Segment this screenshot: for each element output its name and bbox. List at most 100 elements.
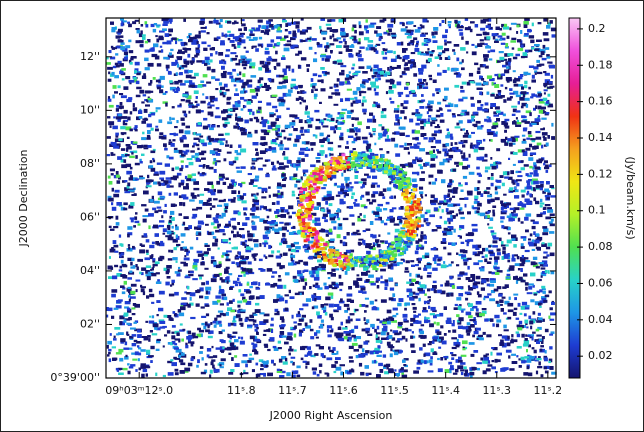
pixel: [458, 306, 462, 310]
pixel: [293, 174, 297, 177]
pixel: [472, 335, 475, 338]
pixel: [547, 62, 552, 64]
pixel: [179, 202, 183, 206]
pixel: [477, 142, 480, 145]
pixel: [536, 320, 542, 323]
pixel: [283, 151, 285, 153]
pixel: [454, 85, 459, 88]
pixel: [155, 129, 159, 132]
pixel: [545, 270, 548, 273]
pixel: [177, 64, 179, 68]
pixel: [137, 145, 142, 148]
pixel: [520, 208, 525, 210]
pixel: [550, 224, 555, 227]
pixel: [225, 210, 228, 213]
pixel: [284, 44, 286, 46]
pixel: [447, 231, 453, 235]
pixel: [244, 120, 249, 124]
pixel: [366, 243, 372, 245]
pixel: [406, 282, 410, 284]
pixel: [183, 263, 188, 266]
pixel: [302, 141, 306, 144]
pixel: [539, 181, 544, 184]
pixel: [232, 58, 238, 61]
pixel: [431, 146, 436, 148]
pixel: [185, 165, 188, 168]
pixel: [107, 341, 112, 345]
pixel: [532, 179, 538, 181]
pixel: [487, 132, 493, 135]
pixel: [509, 88, 512, 91]
pixel: [143, 219, 147, 223]
pixel: [153, 174, 159, 176]
pixel: [452, 285, 455, 289]
pixel: [290, 361, 293, 363]
pixel: [430, 154, 436, 158]
pixel: [266, 102, 271, 105]
pixel: [140, 161, 143, 164]
pixel: [417, 367, 421, 370]
pixel: [204, 251, 209, 254]
pixel: [524, 356, 529, 359]
pixel: [165, 91, 168, 93]
pixel: [321, 32, 327, 35]
pixel: [207, 325, 209, 329]
pixel: [109, 358, 112, 362]
pixel: [167, 276, 171, 279]
pixel: [213, 198, 218, 200]
pixel: [156, 39, 159, 43]
pixel: [218, 52, 223, 56]
pixel: [394, 196, 396, 199]
pixel: [234, 84, 237, 86]
pixel: [437, 124, 439, 126]
pixel: [526, 349, 528, 352]
pixel: [336, 335, 341, 338]
pixel: [285, 358, 287, 362]
pixel: [549, 104, 553, 107]
pixel: [327, 194, 332, 197]
pixel: [220, 138, 226, 141]
pixel: [323, 37, 326, 40]
pixel: [530, 138, 536, 140]
pixel: [125, 355, 127, 357]
pixel: [151, 113, 155, 116]
pixel: [362, 71, 368, 74]
pixel: [140, 243, 143, 246]
pixel: [376, 50, 379, 54]
pixel: [191, 155, 194, 158]
pixel: [461, 355, 467, 357]
pixel: [128, 206, 133, 209]
pixel: [118, 39, 122, 42]
pixel: [284, 48, 290, 52]
pixel: [275, 132, 278, 136]
pixel: [284, 35, 288, 38]
pixel: [331, 295, 333, 299]
pixel: [496, 27, 500, 31]
pixel: [132, 246, 135, 249]
pixel: [532, 239, 535, 242]
pixel: [381, 332, 386, 336]
pixel: [264, 226, 269, 230]
pixel: [487, 191, 490, 194]
pixel: [234, 93, 239, 96]
pixel: [178, 355, 181, 358]
pixel: [369, 113, 373, 116]
pixel: [497, 162, 501, 164]
pixel: [383, 57, 388, 60]
pixel: [196, 104, 200, 107]
pixel: [153, 77, 156, 80]
pixel: [291, 22, 296, 25]
pixel: [219, 229, 225, 232]
pixel: [290, 327, 292, 329]
pixel: [235, 255, 238, 257]
pixel: [337, 214, 339, 218]
pixel: [325, 154, 328, 157]
pixel: [120, 102, 123, 105]
pixel: [425, 82, 428, 85]
pixel: [410, 318, 415, 322]
pixel: [174, 148, 178, 150]
pixel: [444, 42, 447, 45]
pixel: [529, 356, 534, 360]
pixel: [454, 20, 457, 23]
pixel: [186, 61, 190, 65]
